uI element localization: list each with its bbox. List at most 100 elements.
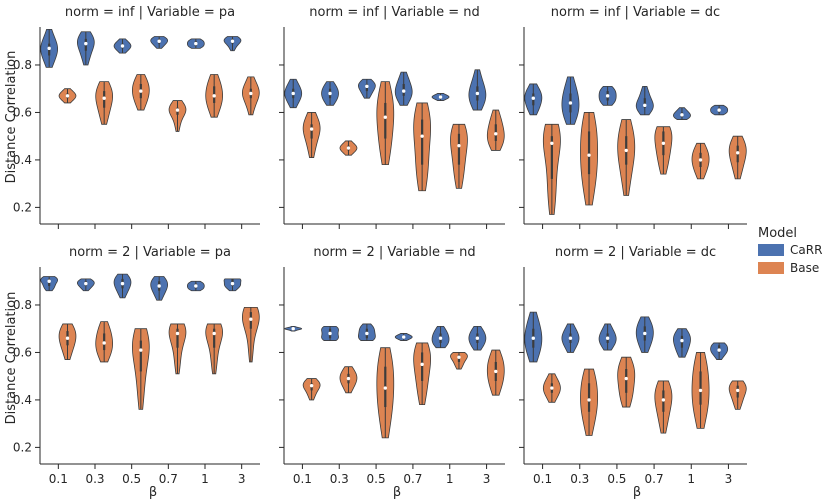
y-tick-label: 0.4: [13, 153, 32, 167]
violin-median: [139, 348, 143, 352]
violin-group: [58, 323, 77, 360]
violin-group: [524, 83, 543, 116]
violin-median: [328, 331, 332, 336]
violin-median: [157, 39, 161, 43]
violin-group: [450, 123, 468, 189]
violin-median: [175, 331, 180, 336]
x-tick-label: 0.1: [533, 472, 552, 486]
violin-median: [249, 317, 253, 321]
x-tick-label: 1: [687, 472, 695, 486]
y-tick-label: 0.6: [13, 345, 32, 359]
violin-group: [302, 378, 321, 401]
violin-median: [120, 44, 125, 48]
violin-group: [413, 102, 432, 192]
violin-median: [402, 89, 406, 93]
x-tick-label: 0.5: [122, 472, 141, 486]
violin-median: [550, 141, 554, 146]
violin-median: [531, 96, 535, 100]
legend-label-base: Base: [790, 261, 819, 275]
violin-median: [605, 94, 610, 98]
violin-group: [394, 333, 413, 341]
violin-median: [249, 91, 253, 96]
x-tick-label: 0.1: [293, 472, 312, 486]
x-tick-label: 0.1: [49, 472, 68, 486]
violin-median: [230, 281, 235, 286]
violin-group: [468, 325, 487, 351]
violin-median: [383, 115, 387, 119]
y-tick-label: 0.2: [13, 200, 32, 214]
violin-median: [475, 91, 480, 96]
violin-median: [624, 376, 628, 381]
violin-group: [486, 349, 505, 396]
violin-median: [309, 383, 314, 388]
legend-swatch-carr: [758, 244, 784, 256]
x-tick-label: 0.3: [570, 472, 589, 486]
violin-group: [580, 368, 598, 436]
violin-median: [680, 338, 684, 343]
violin-group: [321, 325, 339, 341]
violin-median: [212, 94, 216, 98]
violin-median: [624, 148, 628, 153]
violin-median: [420, 134, 424, 138]
violin-group: [131, 74, 150, 111]
violin-group: [635, 316, 654, 353]
legend-swatch-base: [758, 262, 784, 274]
x-tick-label: 0.3: [85, 472, 104, 486]
violin-median: [736, 388, 740, 393]
violin-group: [728, 380, 747, 410]
violin-group: [413, 342, 431, 406]
violin-group: [673, 107, 691, 120]
violin-median: [212, 331, 216, 336]
violin-median: [346, 376, 351, 381]
y-tick-label: 0.6: [13, 105, 32, 119]
panel-6: norm = 2 | Variable = dc 0.1 0.3 0.5 0.7 1 3: [519, 245, 747, 486]
panel-1: norm = inf | Variable = pa 0.2 0.4 0.6 0.8: [13, 5, 260, 229]
violin-group: [598, 85, 617, 106]
violin-group: [598, 323, 617, 351]
violin-median: [346, 146, 351, 150]
violin-median: [736, 151, 740, 155]
x-tick-label: 1: [201, 472, 209, 486]
violin-group: [561, 76, 580, 125]
panel-title: norm = 2 | Variable = nd: [313, 245, 475, 260]
violin-group: [205, 74, 224, 118]
violin-median: [605, 336, 610, 340]
x-tick-label: 0.7: [403, 472, 422, 486]
violin-median: [698, 388, 703, 393]
violin-median: [194, 41, 198, 46]
violin-group: [561, 323, 580, 353]
y-tick-label: 0.2: [13, 440, 32, 454]
violin-group: [242, 306, 260, 363]
x-tick-label: 0.7: [159, 472, 178, 486]
violin-group: [40, 276, 59, 292]
violin-group: [95, 321, 113, 363]
violin-group: [357, 323, 376, 341]
violin-median: [84, 281, 88, 286]
violin-group: [205, 323, 224, 375]
y-axis-label-top: Distance Correlation: [4, 51, 19, 184]
violin-median: [120, 281, 125, 286]
violin-group: [673, 328, 691, 358]
violin-group: [339, 366, 358, 394]
violin-group: [450, 352, 468, 370]
violin-median: [438, 95, 443, 99]
violin-group: [186, 280, 205, 292]
violin-median: [291, 91, 295, 96]
violin-median: [531, 336, 535, 340]
y-axis-label-bottom: Distance Correlation: [4, 292, 19, 425]
violin-group: [710, 104, 729, 116]
violin-median: [402, 335, 406, 339]
x-tick-label: 0.5: [607, 472, 626, 486]
violin-median: [365, 331, 369, 336]
violin-median: [383, 386, 387, 390]
violin-group: [617, 119, 636, 196]
violin-median: [157, 284, 161, 288]
panel-3: norm = inf | Variable = dc: [519, 5, 747, 229]
violin-median: [643, 103, 647, 108]
panel-title: norm = inf | Variable = pa: [65, 5, 235, 20]
violin-group: [77, 278, 95, 292]
violin-group: [223, 36, 242, 52]
y-tick-label: 0.8: [13, 298, 32, 312]
violin-group: [394, 71, 413, 106]
